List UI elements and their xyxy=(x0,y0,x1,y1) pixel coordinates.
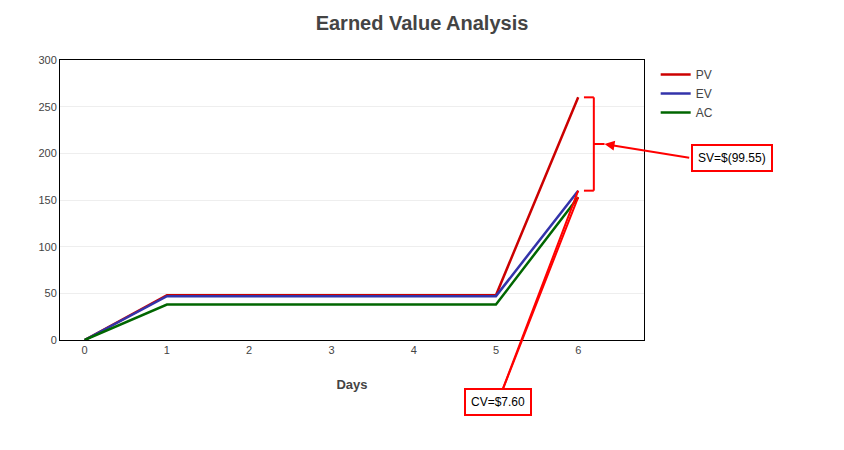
svg-text:1: 1 xyxy=(164,344,170,356)
svg-text:150: 150 xyxy=(38,194,56,206)
svg-text:SV=$(99.55): SV=$(99.55) xyxy=(698,151,766,165)
svg-text:0: 0 xyxy=(82,344,88,356)
svg-text:100: 100 xyxy=(38,241,56,253)
svg-text:6: 6 xyxy=(575,344,581,356)
svg-text:2: 2 xyxy=(246,344,252,356)
svg-text:Days: Days xyxy=(336,377,367,392)
svg-text:PV: PV xyxy=(696,68,712,82)
svg-text:0: 0 xyxy=(51,334,57,346)
svg-text:200: 200 xyxy=(38,147,56,159)
svg-text:5: 5 xyxy=(493,344,499,356)
svg-text:300: 300 xyxy=(38,54,56,66)
svg-text:250: 250 xyxy=(38,101,56,113)
svg-text:4: 4 xyxy=(411,344,417,356)
svg-text:EV: EV xyxy=(696,87,712,101)
svg-text:CV=$7.60: CV=$7.60 xyxy=(471,395,525,409)
svg-text:50: 50 xyxy=(45,287,57,299)
svg-text:AC: AC xyxy=(696,106,713,120)
svg-text:3: 3 xyxy=(328,344,334,356)
svg-text:Earned Value Analysis: Earned Value Analysis xyxy=(316,12,529,34)
